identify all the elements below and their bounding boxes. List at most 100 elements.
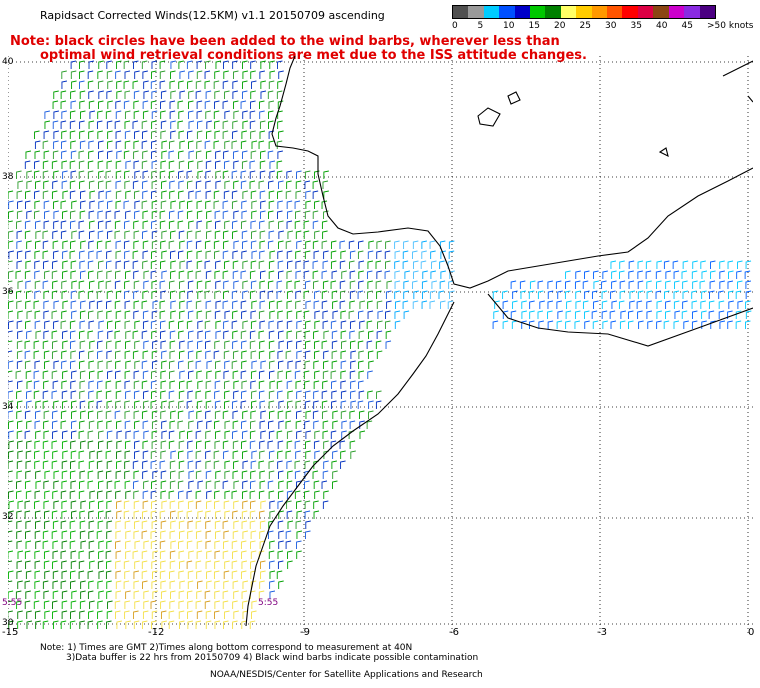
- wind-barb: [241, 620, 247, 629]
- wind-barb: [619, 270, 625, 279]
- wind-barb: [492, 320, 499, 329]
- wind-barb: [89, 490, 96, 499]
- wind-barb: [224, 90, 230, 99]
- wind-barb: [42, 160, 49, 169]
- wind-barb: [70, 60, 77, 69]
- wind-barb: [114, 120, 121, 129]
- wind-barb: [97, 620, 103, 629]
- wind-barb: [403, 310, 410, 319]
- wind-barb: [232, 420, 239, 429]
- wind-barb: [151, 360, 158, 369]
- wind-barb: [124, 130, 131, 139]
- wind-barb: [628, 260, 635, 269]
- wind-barb: [44, 210, 50, 219]
- wind-barb: [52, 420, 58, 429]
- wind-barb: [143, 480, 149, 489]
- wind-barb: [34, 130, 40, 139]
- wind-barb: [79, 320, 86, 329]
- wind-barb: [34, 260, 40, 269]
- wind-barb: [170, 520, 176, 529]
- wind-barb: [304, 360, 311, 369]
- wind-barb: [61, 360, 67, 369]
- wind-barb: [258, 310, 265, 319]
- wind-barb: [53, 200, 59, 209]
- wind-barb: [249, 120, 256, 129]
- wind-barb: [241, 350, 247, 359]
- wind-barb: [170, 250, 176, 259]
- wind-barb: [339, 300, 346, 309]
- wind-barb: [16, 190, 23, 199]
- wind-barb: [196, 550, 203, 559]
- wind-barb: [384, 250, 391, 259]
- wind-barb: [260, 360, 267, 369]
- wind-barb: [204, 240, 211, 249]
- wind-barb: [214, 440, 221, 449]
- wind-barb: [106, 400, 113, 409]
- wind-barb: [331, 340, 338, 349]
- wind-barb: [233, 240, 240, 249]
- wind-barb: [312, 260, 319, 269]
- wind-barb: [35, 230, 41, 239]
- wind-barb: [186, 560, 193, 569]
- wind-barb: [421, 300, 428, 309]
- wind-barb: [25, 190, 31, 199]
- wind-barb: [80, 200, 86, 209]
- wind-barb: [34, 440, 40, 449]
- wind-barb: [61, 180, 68, 189]
- wind-barb: [251, 210, 257, 219]
- wind-barb: [340, 410, 347, 419]
- wind-barb: [593, 280, 600, 289]
- wind-barb: [555, 280, 562, 289]
- wind-barb: [350, 450, 356, 459]
- wind-barb: [159, 170, 166, 179]
- lat-label-40: 40: [2, 57, 14, 67]
- wind-barb: [33, 380, 40, 389]
- wind-barb: [242, 120, 248, 129]
- wind-barb: [375, 260, 382, 269]
- wind-barb: [132, 350, 139, 359]
- wind-barb: [250, 350, 257, 359]
- wind-barb: [242, 530, 248, 539]
- wind-barb: [115, 340, 121, 349]
- wind-barb: [142, 110, 149, 119]
- wind-barb: [178, 190, 184, 199]
- wind-barb: [69, 180, 76, 189]
- wind-barb: [249, 270, 256, 279]
- wind-barb: [159, 220, 166, 229]
- wind-barb: [222, 300, 229, 309]
- wind-barb: [385, 310, 391, 319]
- wind-barb: [16, 170, 22, 179]
- wind-barb: [214, 620, 221, 629]
- wind-barb: [79, 370, 86, 379]
- wind-barb: [323, 330, 329, 339]
- wind-barb: [295, 400, 302, 409]
- wind-barb: [25, 520, 31, 529]
- wind-barb: [52, 100, 59, 109]
- wind-barb: [88, 610, 94, 619]
- wind-barb: [619, 320, 626, 329]
- wind-barb: [42, 540, 49, 549]
- wind-barb: [240, 140, 247, 149]
- wind-barb: [24, 220, 31, 229]
- wind-barb: [116, 510, 122, 519]
- wind-barb: [178, 170, 184, 179]
- wind-barb: [206, 120, 212, 129]
- wind-barb: [628, 280, 635, 289]
- wind-barb: [179, 90, 186, 99]
- wind-barb: [24, 600, 31, 609]
- wind-barb: [286, 510, 293, 519]
- wind-barb: [349, 340, 356, 349]
- wind-barb: [160, 320, 166, 329]
- wind-barb: [584, 320, 590, 329]
- wind-barb: [260, 80, 266, 89]
- wind-barb: [250, 550, 257, 559]
- wind-barb: [42, 530, 49, 539]
- wind-barb: [196, 440, 202, 449]
- wind-barb: [132, 550, 139, 559]
- wind-barb: [179, 620, 185, 629]
- wind-barb: [132, 180, 139, 189]
- wind-barb: [394, 310, 401, 319]
- wind-barb: [133, 220, 139, 229]
- wind-barb: [314, 200, 320, 209]
- wind-barb: [170, 540, 176, 549]
